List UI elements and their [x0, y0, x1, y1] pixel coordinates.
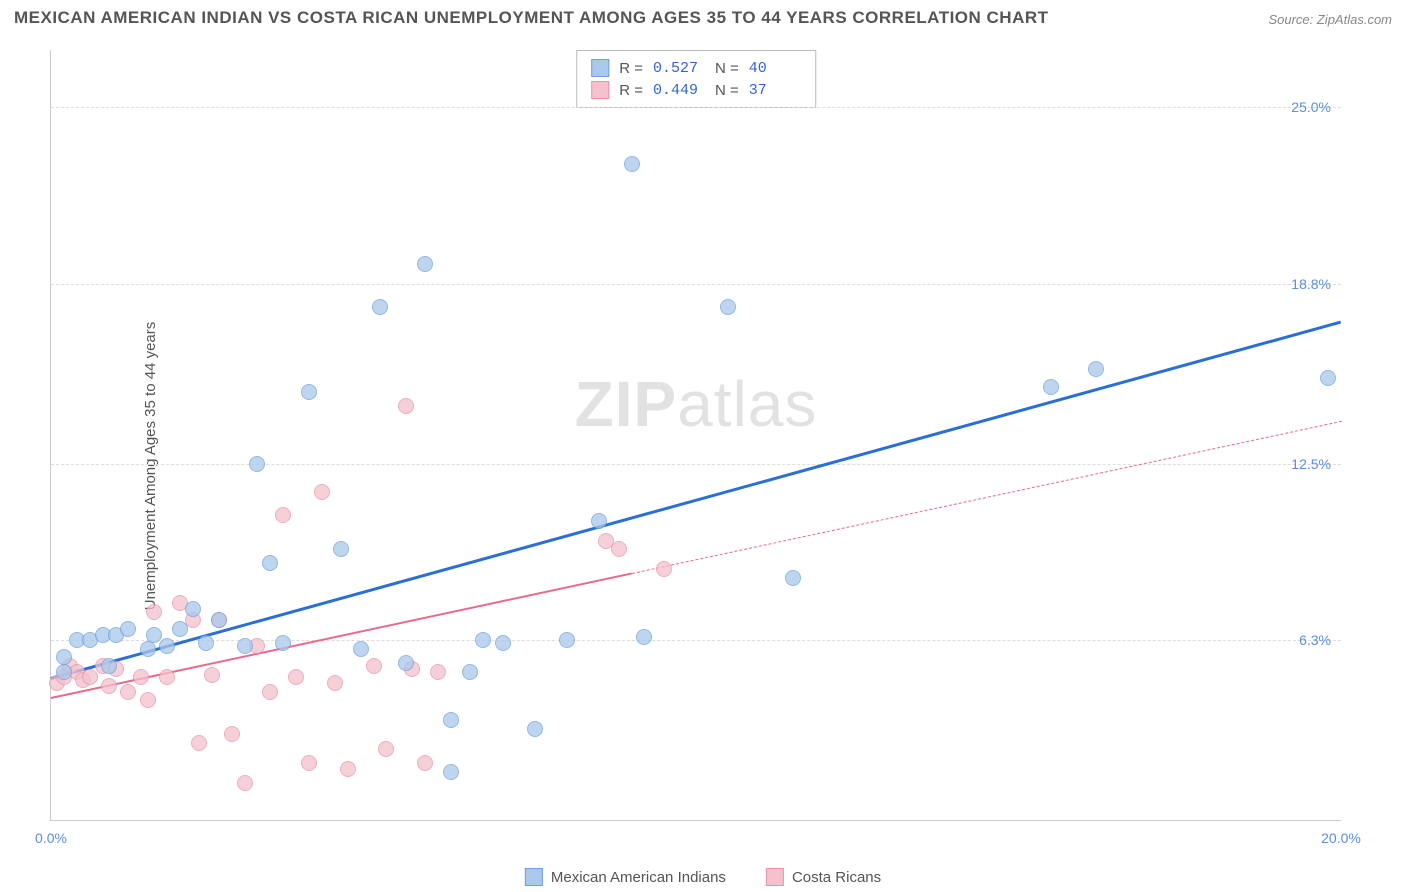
data-point: [340, 761, 356, 777]
gridline: [51, 284, 1341, 285]
data-point: [211, 612, 227, 628]
data-point: [56, 649, 72, 665]
data-point: [495, 635, 511, 651]
data-point: [146, 604, 162, 620]
y-tick-label: 6.3%: [1299, 632, 1331, 648]
data-point: [624, 156, 640, 172]
data-point: [120, 621, 136, 637]
data-point: [475, 632, 491, 648]
bottom-legend: Mexican American Indians Costa Ricans: [525, 868, 881, 886]
data-point: [301, 755, 317, 771]
stat-n-value: 37: [749, 82, 801, 99]
data-point: [636, 629, 652, 645]
data-point: [1320, 370, 1336, 386]
stats-row: R = 0.527 N = 40: [591, 57, 801, 79]
stat-n-label: N =: [715, 82, 739, 99]
data-point: [656, 561, 672, 577]
data-point: [120, 684, 136, 700]
data-point: [185, 601, 201, 617]
data-point: [275, 507, 291, 523]
data-point: [417, 256, 433, 272]
data-point: [301, 384, 317, 400]
y-tick-label: 12.5%: [1291, 456, 1331, 472]
data-point: [417, 755, 433, 771]
legend-swatch: [591, 59, 609, 77]
data-point: [720, 299, 736, 315]
legend-swatch: [525, 868, 543, 886]
data-point: [101, 658, 117, 674]
data-point: [204, 667, 220, 683]
data-point: [140, 692, 156, 708]
trend-line: [631, 421, 1341, 574]
data-point: [275, 635, 291, 651]
data-point: [288, 669, 304, 685]
y-tick-label: 25.0%: [1291, 99, 1331, 115]
data-point: [56, 664, 72, 680]
stat-r-label: R =: [619, 60, 643, 77]
legend-swatch: [591, 81, 609, 99]
stat-n-value: 40: [749, 60, 801, 77]
plot-area: ZIPatlas R = 0.527 N = 40 R = 0.449 N = 37 6.3%…: [50, 50, 1341, 821]
data-point: [1088, 361, 1104, 377]
stat-r-label: R =: [619, 82, 643, 99]
data-point: [101, 678, 117, 694]
data-point: [159, 638, 175, 654]
stats-legend-box: R = 0.527 N = 40 R = 0.449 N = 37: [576, 50, 816, 108]
data-point: [366, 658, 382, 674]
data-point: [140, 641, 156, 657]
legend-item: Mexican American Indians: [525, 868, 726, 886]
data-point: [559, 632, 575, 648]
data-point: [378, 741, 394, 757]
data-point: [198, 635, 214, 651]
data-point: [443, 764, 459, 780]
watermark: ZIPatlas: [575, 367, 818, 441]
source-label: Source: ZipAtlas.com: [1268, 12, 1392, 27]
gridline: [51, 107, 1341, 108]
data-point: [327, 675, 343, 691]
x-tick-label: 0.0%: [35, 830, 67, 846]
data-point: [249, 456, 265, 472]
data-point: [398, 655, 414, 671]
trend-line: [51, 321, 1342, 680]
stat-r-value: 0.449: [653, 82, 705, 99]
data-point: [462, 664, 478, 680]
data-point: [785, 570, 801, 586]
gridline: [51, 464, 1341, 465]
data-point: [237, 638, 253, 654]
data-point: [1043, 379, 1059, 395]
data-point: [172, 621, 188, 637]
legend-label: Costa Ricans: [792, 869, 881, 886]
legend-label: Mexican American Indians: [551, 869, 726, 886]
data-point: [159, 669, 175, 685]
data-point: [443, 712, 459, 728]
chart-title: MEXICAN AMERICAN INDIAN VS COSTA RICAN U…: [14, 8, 1049, 27]
data-point: [430, 664, 446, 680]
stat-r-value: 0.527: [653, 60, 705, 77]
data-point: [262, 684, 278, 700]
data-point: [262, 555, 278, 571]
y-tick-label: 18.8%: [1291, 276, 1331, 292]
data-point: [237, 775, 253, 791]
data-point: [314, 484, 330, 500]
data-point: [191, 735, 207, 751]
stats-row: R = 0.449 N = 37: [591, 79, 801, 101]
data-point: [133, 669, 149, 685]
data-point: [527, 721, 543, 737]
data-point: [333, 541, 349, 557]
chart-container: Unemployment Among Ages 35 to 44 years Z…: [0, 40, 1406, 892]
legend-swatch: [766, 868, 784, 886]
data-point: [224, 726, 240, 742]
stat-n-label: N =: [715, 60, 739, 77]
x-tick-label: 20.0%: [1321, 830, 1361, 846]
data-point: [611, 541, 627, 557]
header: MEXICAN AMERICAN INDIAN VS COSTA RICAN U…: [14, 8, 1392, 38]
legend-item: Costa Ricans: [766, 868, 881, 886]
data-point: [82, 669, 98, 685]
data-point: [353, 641, 369, 657]
data-point: [372, 299, 388, 315]
data-point: [398, 398, 414, 414]
data-point: [591, 513, 607, 529]
